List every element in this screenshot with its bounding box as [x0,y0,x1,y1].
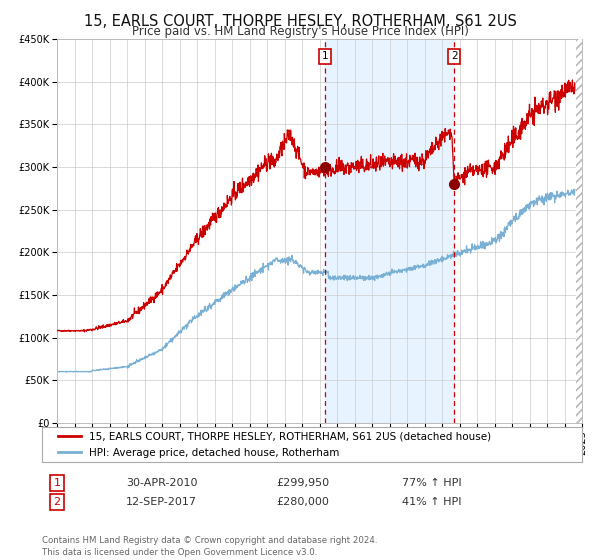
Text: 12-SEP-2017: 12-SEP-2017 [126,497,197,507]
Text: Contains HM Land Registry data © Crown copyright and database right 2024.
This d: Contains HM Land Registry data © Crown c… [42,536,377,557]
Legend: 15, EARLS COURT, THORPE HESLEY, ROTHERHAM, S61 2US (detached house), HPI: Averag: 15, EARLS COURT, THORPE HESLEY, ROTHERHA… [53,427,496,463]
Text: 1: 1 [322,52,329,61]
Text: 15, EARLS COURT, THORPE HESLEY, ROTHERHAM, S61 2US: 15, EARLS COURT, THORPE HESLEY, ROTHERHA… [83,14,517,29]
Text: 2: 2 [53,497,61,507]
Text: 1: 1 [53,478,61,488]
Text: 41% ↑ HPI: 41% ↑ HPI [402,497,461,507]
Bar [576,39,582,423]
Text: 77% ↑ HPI: 77% ↑ HPI [402,478,461,488]
Text: £280,000: £280,000 [276,497,329,507]
Bar [325,39,454,423]
Text: Price paid vs. HM Land Registry's House Price Index (HPI): Price paid vs. HM Land Registry's House … [131,25,469,38]
Bar [576,39,582,423]
Text: 2: 2 [451,52,458,61]
Bar [576,39,582,423]
Text: £299,950: £299,950 [276,478,329,488]
Text: 30-APR-2010: 30-APR-2010 [126,478,197,488]
